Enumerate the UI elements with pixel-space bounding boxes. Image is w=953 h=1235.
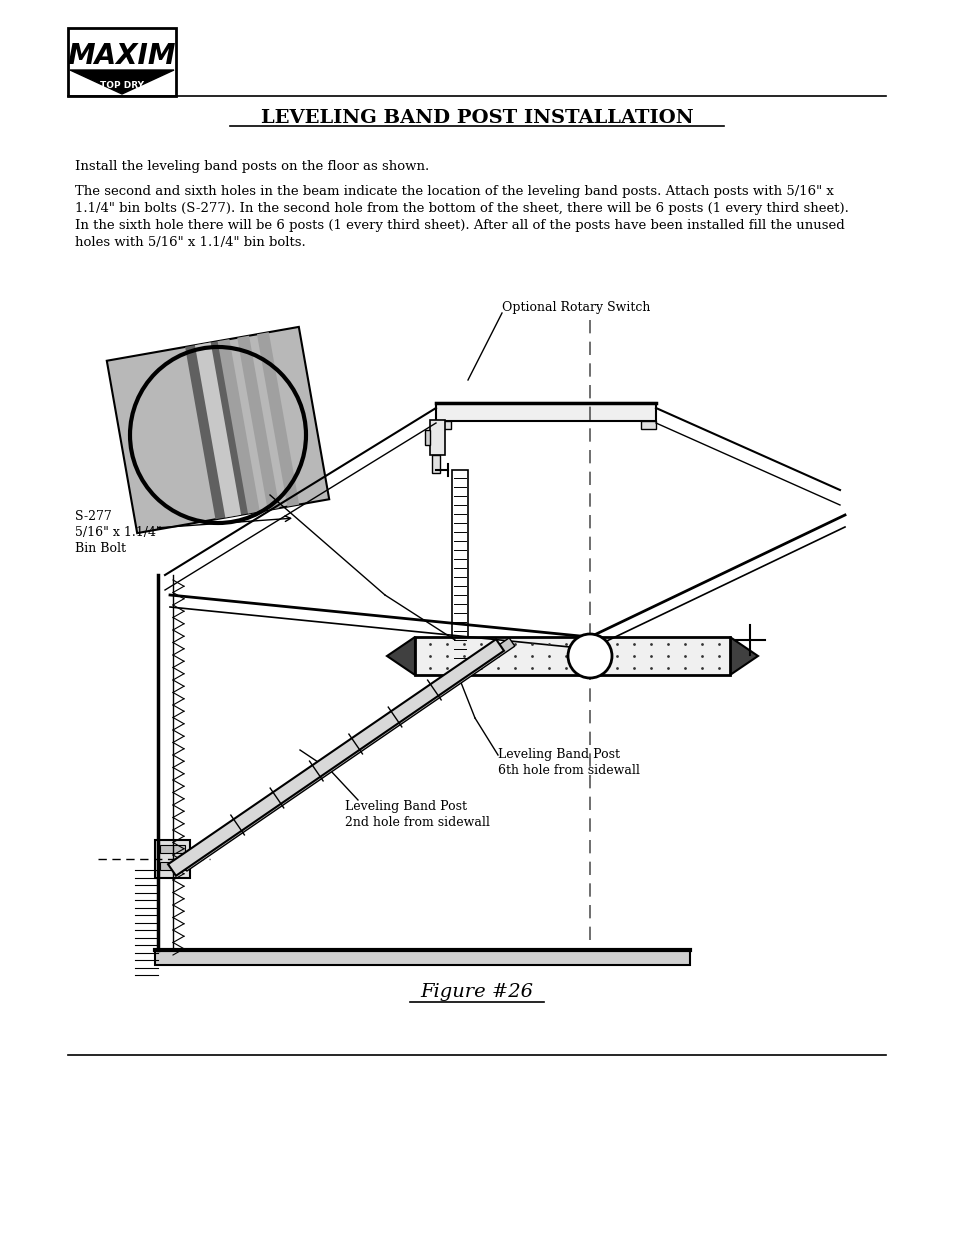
Bar bbox=[154, 950, 689, 965]
Text: Install the leveling band posts on the floor as shown.: Install the leveling band posts on the f… bbox=[75, 161, 429, 173]
Bar bbox=[452, 471, 468, 668]
Text: Leveling Band Post: Leveling Band Post bbox=[345, 800, 467, 813]
Bar bbox=[160, 862, 185, 869]
Polygon shape bbox=[729, 637, 758, 676]
Text: 1.1/4" bin bolts (S-277). In the second hole from the bottom of the sheet, there: 1.1/4" bin bolts (S-277). In the second … bbox=[75, 203, 848, 215]
Text: LEVELING BAND POST INSTALLATION: LEVELING BAND POST INSTALLATION bbox=[260, 109, 693, 127]
Bar bbox=[237, 336, 279, 510]
Bar bbox=[432, 454, 439, 473]
Bar bbox=[436, 421, 451, 429]
Text: MAXIM: MAXIM bbox=[68, 42, 176, 70]
Polygon shape bbox=[70, 70, 173, 94]
Polygon shape bbox=[387, 637, 415, 676]
Bar bbox=[640, 421, 656, 429]
Text: holes with 5/16" x 1.1/4" bin bolts.: holes with 5/16" x 1.1/4" bin bolts. bbox=[75, 236, 305, 249]
Text: Optional Rotary Switch: Optional Rotary Switch bbox=[501, 301, 650, 315]
Bar bbox=[107, 327, 329, 534]
Text: In the sixth hole there will be 6 posts (1 every third sheet). After all of the : In the sixth hole there will be 6 posts … bbox=[75, 219, 843, 232]
Text: S-277: S-277 bbox=[75, 510, 112, 522]
Bar bbox=[424, 430, 430, 445]
Bar bbox=[68, 28, 175, 96]
Text: The second and sixth holes in the beam indicate the location of the leveling ban: The second and sixth holes in the beam i… bbox=[75, 185, 833, 198]
Bar bbox=[185, 341, 251, 519]
Bar bbox=[154, 840, 190, 878]
Bar bbox=[415, 637, 729, 676]
Text: TOP DRY: TOP DRY bbox=[100, 80, 144, 89]
Bar bbox=[194, 342, 241, 517]
Text: 5/16" x 1.1/4": 5/16" x 1.1/4" bbox=[75, 526, 162, 538]
Text: Leveling Band Post: Leveling Band Post bbox=[497, 748, 619, 761]
Text: 2nd hole from sidewall: 2nd hole from sidewall bbox=[345, 816, 489, 829]
Bar bbox=[430, 420, 444, 454]
Text: Figure #26: Figure #26 bbox=[420, 983, 533, 1002]
Bar bbox=[436, 403, 656, 421]
Bar bbox=[256, 332, 299, 506]
Polygon shape bbox=[168, 640, 503, 876]
Circle shape bbox=[567, 634, 612, 678]
Text: 6th hole from sidewall: 6th hole from sidewall bbox=[497, 764, 639, 777]
Text: Bin Bolt: Bin Bolt bbox=[75, 542, 126, 555]
Bar bbox=[217, 340, 259, 514]
Bar bbox=[160, 845, 185, 853]
Polygon shape bbox=[181, 637, 515, 871]
